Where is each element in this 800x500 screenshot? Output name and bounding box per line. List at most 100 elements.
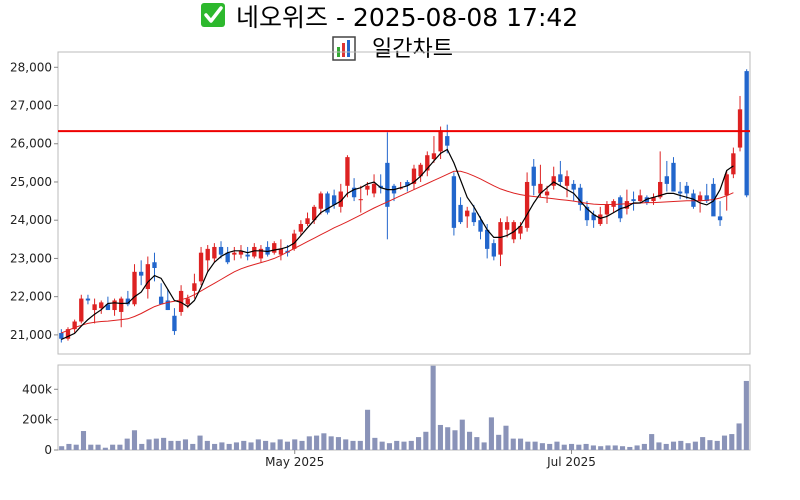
candle-body xyxy=(551,176,556,186)
volume-bar xyxy=(124,438,130,450)
candle xyxy=(345,155,350,198)
candle xyxy=(418,162,423,182)
candle xyxy=(671,157,676,192)
candle xyxy=(711,178,716,217)
candle xyxy=(445,124,450,154)
volume-bar xyxy=(561,444,567,450)
candle-body xyxy=(99,302,104,309)
volume-bar xyxy=(503,425,509,450)
candle-body xyxy=(598,214,603,225)
volume-bar xyxy=(190,443,196,450)
price-panel: 21,000 22,000 23,000 24,000 25,000 26,000 27,0… xyxy=(10,51,751,355)
volume-bar xyxy=(656,442,662,450)
check-mark-icon-glyph xyxy=(204,6,223,23)
volume-bar xyxy=(299,440,305,450)
candle xyxy=(478,216,483,240)
candle-body xyxy=(704,195,709,202)
candle xyxy=(737,95,743,152)
candle xyxy=(524,172,530,232)
candle xyxy=(658,151,663,200)
candle-body xyxy=(491,243,496,257)
candle xyxy=(205,245,210,272)
candle-body xyxy=(651,197,656,202)
candle-body xyxy=(385,162,390,207)
volume-bar xyxy=(474,437,480,450)
volume-bar xyxy=(743,380,749,450)
price-y-tick-label: 23,000 xyxy=(10,251,52,265)
candle-body xyxy=(731,153,736,175)
volume-bar xyxy=(88,444,94,450)
candle-body xyxy=(125,298,131,305)
volume-panel-frame xyxy=(57,364,751,451)
candle-body xyxy=(411,168,417,184)
volume-bar xyxy=(386,443,392,450)
volume-bar xyxy=(335,437,341,450)
volume-bar xyxy=(678,440,684,450)
candle xyxy=(238,245,244,259)
volume-bar xyxy=(416,437,422,450)
candle-body xyxy=(485,229,490,249)
volume-bar xyxy=(270,442,276,450)
candle-body xyxy=(371,183,377,194)
candle-body xyxy=(218,246,224,255)
candle xyxy=(385,132,390,240)
candle xyxy=(431,136,437,163)
candle xyxy=(245,246,250,261)
candle xyxy=(72,319,77,333)
volume-bar xyxy=(496,434,502,450)
candle-body xyxy=(504,222,510,230)
volume-bar xyxy=(102,447,108,450)
price-y-tick-label: 25,000 xyxy=(10,175,52,189)
candle-body xyxy=(544,191,550,196)
volume-bar xyxy=(328,436,334,450)
volume-bar xyxy=(605,445,611,450)
candle-body xyxy=(438,130,443,152)
candle-body xyxy=(205,248,210,261)
candle xyxy=(125,290,131,307)
candle xyxy=(471,204,477,226)
candle-body xyxy=(325,193,330,213)
candle-body xyxy=(85,298,91,301)
candle xyxy=(458,197,463,225)
candle-body xyxy=(644,197,650,203)
candle xyxy=(598,206,603,226)
candle xyxy=(265,241,270,257)
candle-body xyxy=(152,262,157,268)
candle-body xyxy=(578,187,583,205)
candle xyxy=(358,185,363,213)
price-y-tick-label: 22,000 xyxy=(10,290,52,304)
candle xyxy=(338,183,343,213)
candle xyxy=(119,296,124,328)
x-axis: May 2025 Jul 2025 xyxy=(265,450,596,469)
title-text: 네오위즈 - 2025-08-08 17:42 xyxy=(236,3,578,32)
candle-body xyxy=(312,206,317,221)
candle-body xyxy=(192,283,197,291)
candle-body xyxy=(351,187,357,198)
candle-body xyxy=(92,304,97,311)
candle xyxy=(305,212,310,226)
candle xyxy=(258,245,264,263)
candle-body xyxy=(724,174,729,196)
volume-bar xyxy=(576,444,582,450)
volume-bar xyxy=(321,433,327,450)
volume-bar xyxy=(547,443,553,450)
candle-body xyxy=(305,218,310,225)
candle xyxy=(531,159,536,196)
candle-body xyxy=(458,204,463,223)
volume-panel: 0 200k 400k May 2025 Jul 2025 xyxy=(22,364,751,469)
candle xyxy=(558,160,563,186)
volume-bar xyxy=(117,444,123,450)
volume-bar xyxy=(401,441,407,450)
candle xyxy=(571,180,576,202)
chart-subtitle: 일간차트 xyxy=(332,36,453,62)
volume-bar xyxy=(95,444,101,450)
candle-body xyxy=(425,155,430,171)
candle-body xyxy=(431,153,437,160)
candle-body xyxy=(518,225,523,234)
candle-body xyxy=(132,271,137,305)
volume-bar xyxy=(197,435,203,450)
candle xyxy=(498,218,503,267)
candle-body xyxy=(638,195,643,202)
candle-body xyxy=(677,191,683,194)
